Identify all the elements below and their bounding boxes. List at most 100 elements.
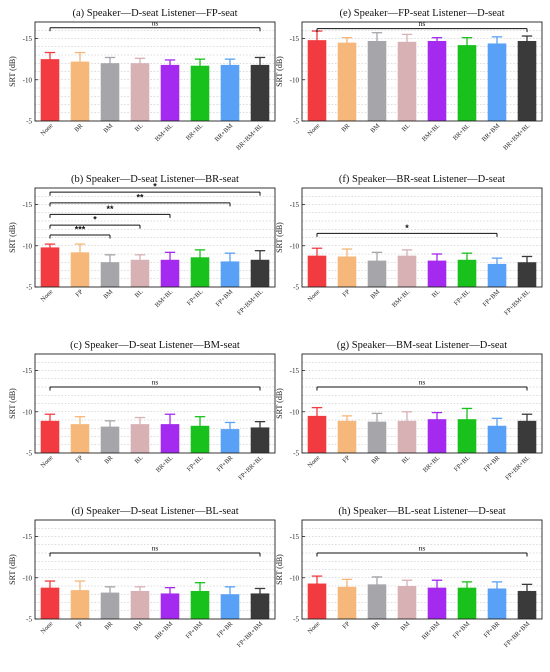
panel-title: (c) Speaker—D-seat Listener—BM-seat: [70, 340, 240, 351]
category-label: BM: [369, 122, 381, 134]
bar: [457, 259, 477, 287]
bar: [100, 426, 120, 453]
bar: [397, 420, 417, 453]
bar: [337, 420, 357, 453]
y-tick-label: -5: [26, 616, 32, 624]
bar: [367, 260, 387, 287]
category-label: FP+BM: [215, 288, 235, 308]
y-tick-label: -5: [293, 616, 299, 624]
category-label: None: [306, 122, 321, 137]
y-tick-label: -10: [290, 574, 300, 582]
category-label: BM+BL: [391, 288, 412, 309]
bar: [40, 247, 60, 287]
chart-panel-4: (c) Speaker—D-seat Listener—BM-seat -5 -10…: [8, 340, 276, 482]
bar: [190, 590, 210, 619]
y-tick-label: -15: [23, 533, 33, 541]
chart-panel-1: (e) Speaker—FP-seat Listener—D-seat -5 -10…: [275, 8, 543, 152]
category-label: BL: [401, 122, 412, 133]
bar: [307, 583, 327, 619]
bar: [70, 252, 90, 287]
y-tick-label: -5: [293, 450, 299, 458]
category-label: BR+BL: [155, 454, 175, 474]
significance-label: *: [153, 182, 157, 192]
bar: [427, 587, 447, 619]
y-tick-label: -15: [23, 367, 33, 375]
category-label: BR+BM: [481, 122, 502, 143]
significance-label: *: [93, 215, 97, 225]
plot-frame: [301, 21, 543, 122]
bar: [517, 40, 537, 121]
category-label: BL: [401, 454, 412, 465]
y-tick-label: -15: [290, 35, 300, 43]
category-label: BM+BL: [421, 122, 442, 143]
category-label: FP+BL: [186, 288, 205, 307]
plot-frame: [34, 519, 276, 620]
bar: [160, 64, 180, 121]
bar: [367, 584, 387, 619]
category-label: FP+BM: [185, 620, 205, 640]
bar: [70, 61, 90, 121]
bar: [250, 593, 270, 619]
panel-title: (h) Speaker—BL-seat Listener—D-seat: [338, 506, 505, 517]
plot-frame: [34, 187, 276, 288]
bar: [190, 65, 210, 121]
bar: [130, 424, 150, 453]
category-label: BR: [370, 454, 382, 466]
category-label: FP+BR+BL: [237, 454, 264, 481]
plot-frame: [301, 187, 543, 288]
y-tick-label: -5: [26, 450, 32, 458]
category-label: FP+BM: [482, 288, 502, 308]
y-tick-label: -10: [23, 408, 33, 416]
bar: [220, 594, 240, 619]
bar: [220, 64, 240, 121]
bar: [160, 424, 180, 453]
bar: [337, 42, 357, 121]
bar: [517, 262, 537, 287]
bar: [100, 262, 120, 287]
y-tick-label: -10: [290, 76, 300, 84]
panel-title: (d) Speaker—D-seat Listener—BL-seat: [71, 506, 238, 517]
panel-title: (f) Speaker—BR-seat Listener—D-seat: [339, 174, 505, 185]
category-label: None: [39, 454, 54, 469]
category-label: BR+BL: [185, 122, 205, 142]
category-label: BM: [102, 122, 114, 134]
plot-frame: [301, 519, 543, 620]
y-tick-label: -5: [293, 284, 299, 292]
y-axis-label: SRT (dB): [275, 554, 284, 585]
y-tick-label: -10: [290, 242, 300, 250]
category-label: BR+BM: [214, 122, 235, 143]
bar: [457, 45, 477, 121]
y-axis-label: SRT (dB): [8, 222, 17, 253]
category-label: BR: [340, 122, 352, 134]
y-axis-label: SRT (dB): [275, 388, 284, 419]
y-tick-label: -10: [290, 408, 300, 416]
chart-panel-2: (b) Speaker—D-seat Listener—BR-seat -5 -10…: [8, 174, 276, 317]
significance-label: ns: [419, 544, 426, 553]
plot-frame: [34, 353, 276, 454]
bar: [250, 427, 270, 453]
category-label: FP: [74, 620, 84, 630]
bar: [160, 259, 180, 287]
y-tick-label: -5: [293, 118, 299, 126]
category-label: FP+BL: [186, 454, 205, 473]
bar: [307, 40, 327, 121]
bar: [367, 421, 387, 453]
chart-panel-7: (h) Speaker—BL-seat Listener—D-seat -5 -10…: [275, 506, 543, 649]
y-axis-label: SRT (dB): [8, 56, 17, 87]
category-label: BL: [134, 454, 145, 465]
y-tick-label: -15: [290, 201, 300, 209]
category-label: BR: [370, 620, 382, 632]
y-tick-label: -15: [290, 533, 300, 541]
bar: [517, 590, 537, 619]
bar: [100, 63, 120, 121]
category-label: None: [306, 620, 321, 635]
category-label: FP+BL: [453, 454, 472, 473]
bar: [337, 256, 357, 287]
category-label: BM: [102, 288, 114, 300]
y-tick-label: -15: [290, 367, 300, 375]
bar: [517, 420, 537, 453]
panel-title: (a) Speaker—D-seat Listener—FP-seat: [72, 8, 237, 19]
category-label: FP+BR: [216, 454, 235, 473]
significance-label: *: [405, 223, 409, 233]
category-label: BR+BM: [421, 620, 442, 641]
